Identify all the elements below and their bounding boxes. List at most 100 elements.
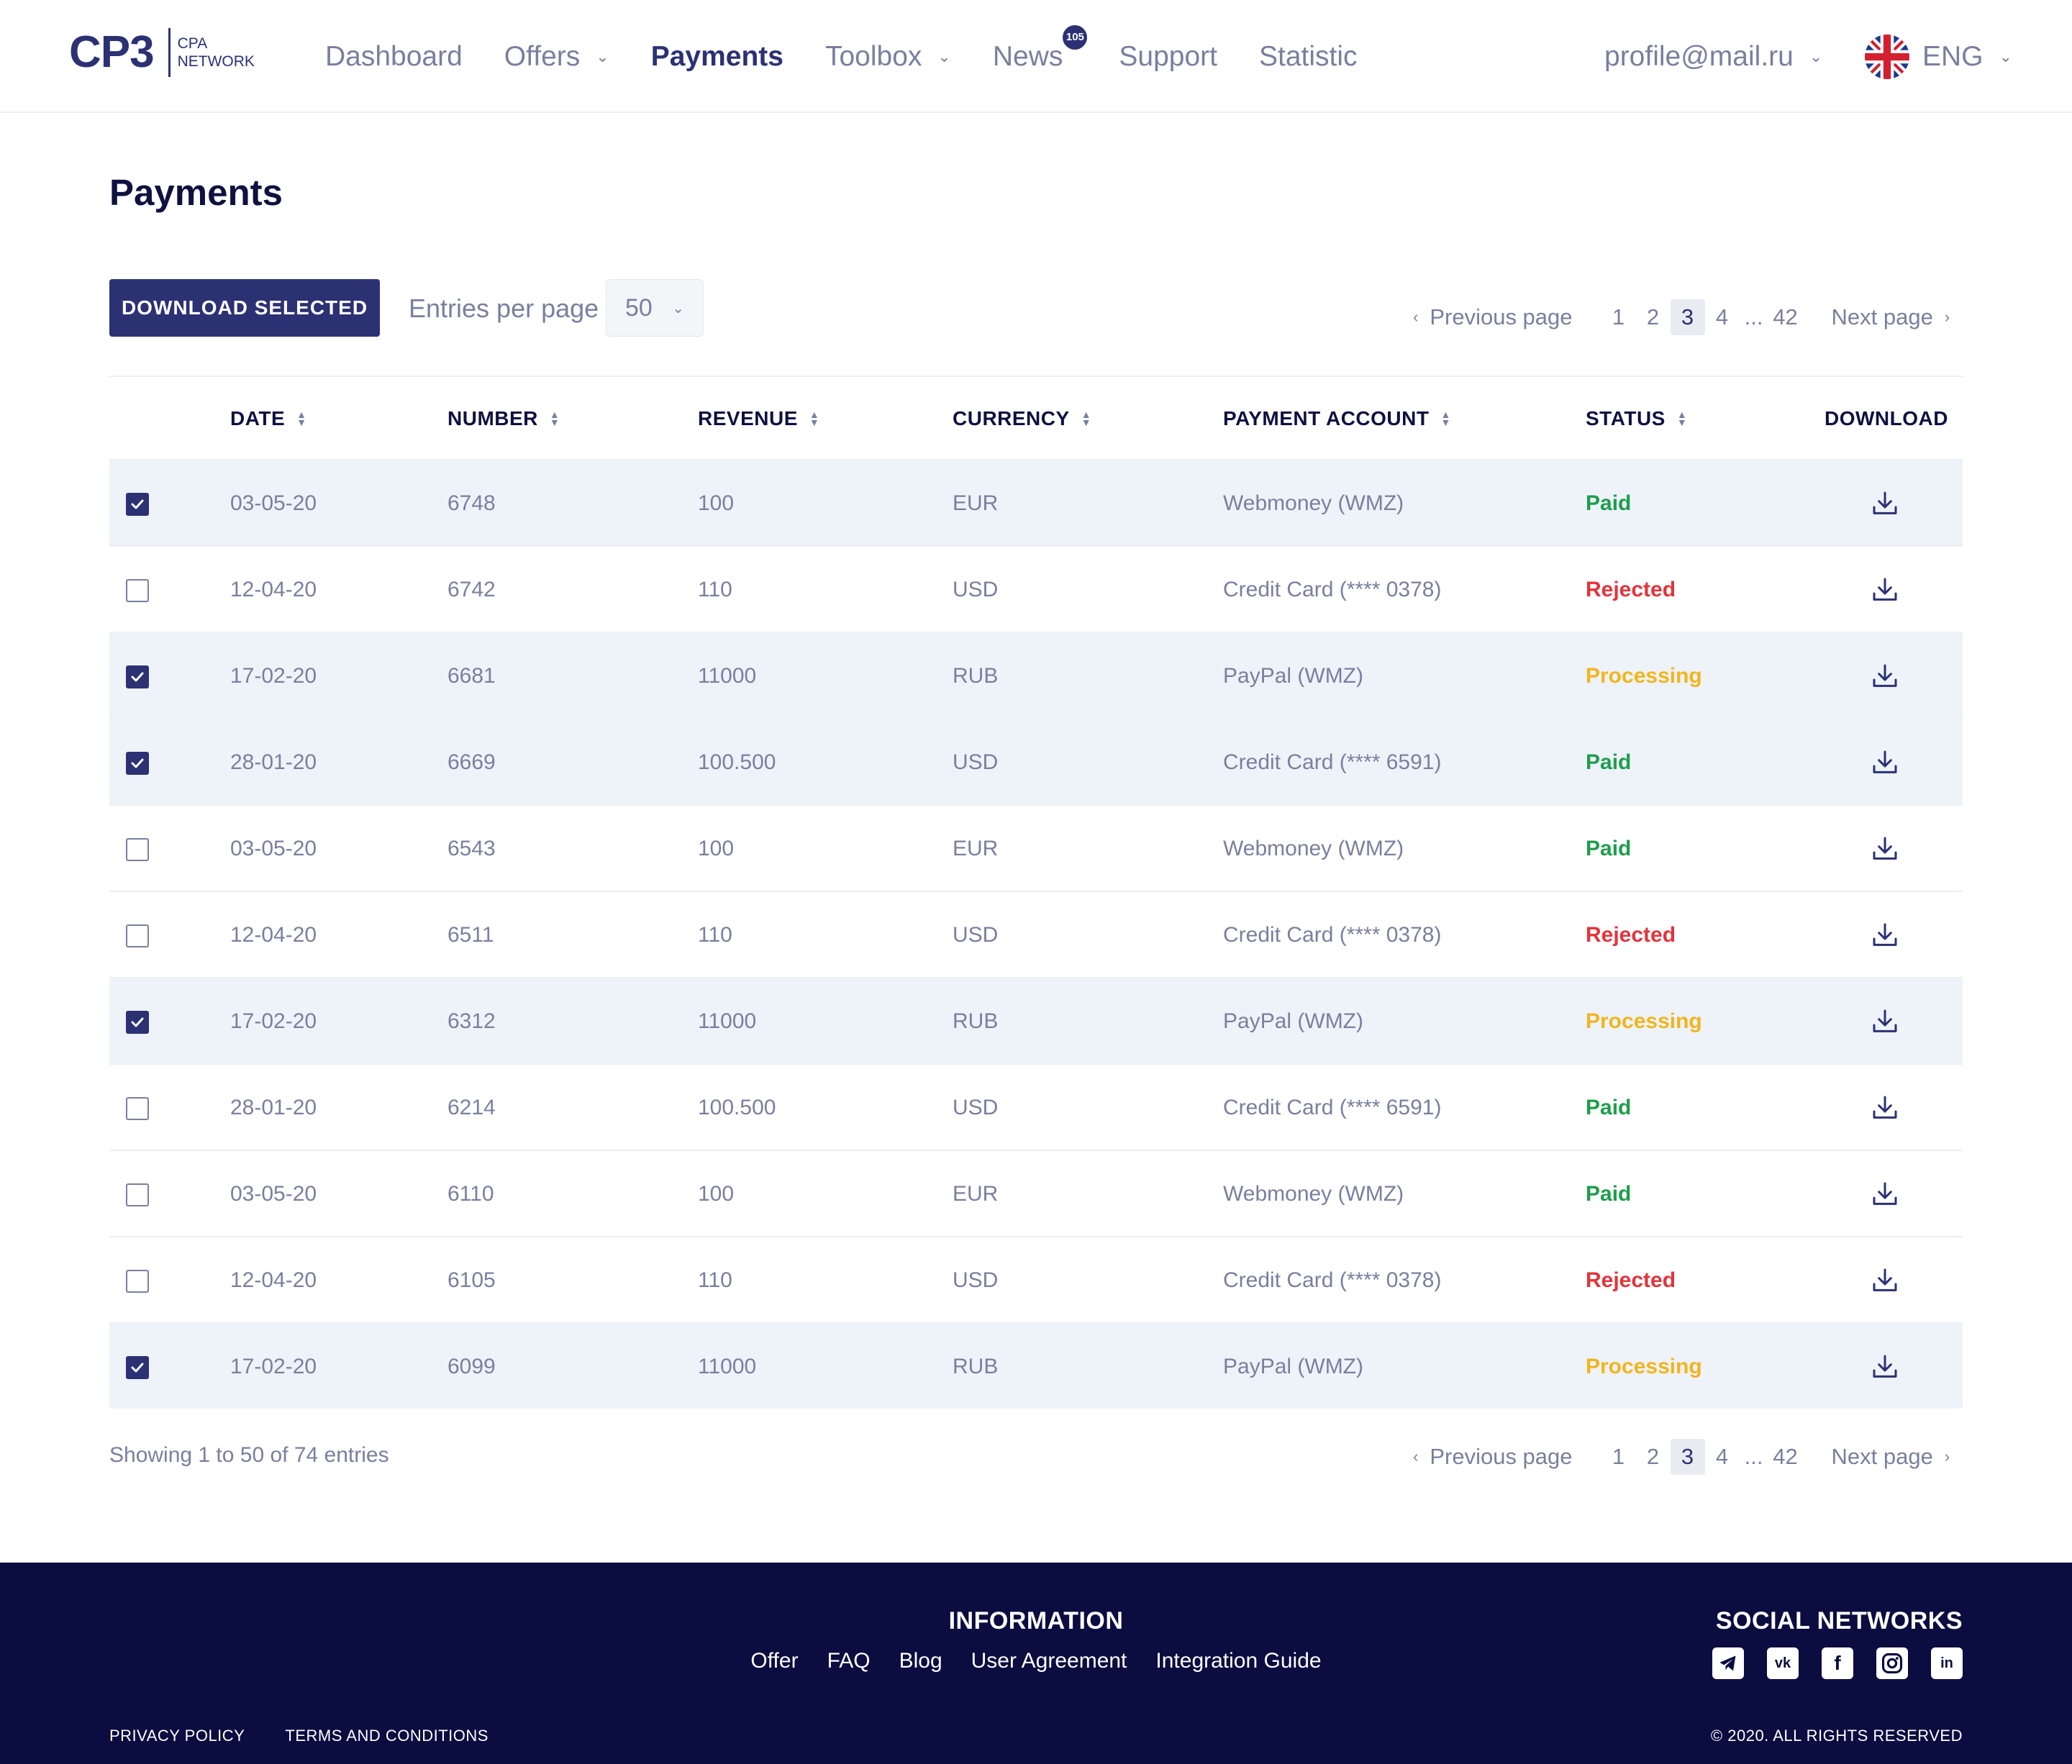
page-ellipsis: ... (1744, 304, 1763, 329)
nav-news-label: News (992, 40, 1063, 72)
download-icon[interactable] (1871, 921, 1899, 950)
chevron-left-icon: ‹ (1413, 308, 1419, 326)
page-link-1[interactable]: 1 (1612, 1444, 1625, 1469)
row-checkbox[interactable] (126, 752, 149, 775)
nav-statistic-label: Statistic (1259, 40, 1358, 72)
column-header-currency-label: CURRENCY (953, 407, 1070, 429)
logo[interactable]: CP3 CPA NETWORK (69, 27, 255, 78)
download-icon[interactable] (1871, 1266, 1899, 1295)
terms-and-conditions-link[interactable]: TERMS AND CONDITIONS (285, 1727, 489, 1745)
column-header-currency[interactable]: CURRENCY ▲ ▼ (953, 377, 1091, 460)
page-link-last[interactable]: 42 (1773, 304, 1798, 329)
row-checkbox[interactable] (126, 579, 149, 602)
column-header-payment-account[interactable]: PAYMENT ACCOUNT ▲ ▼ (1223, 377, 1451, 460)
page-link-3-current[interactable]: 3 (1670, 299, 1705, 335)
download-icon[interactable] (1871, 662, 1899, 691)
sort-icon: ▲ ▼ (1440, 409, 1451, 428)
logo-mark: CP3 (69, 27, 155, 77)
previous-page-link[interactable]: ‹ Previous page (1413, 304, 1573, 330)
nav-payments[interactable]: Payments (651, 41, 783, 73)
nav-dashboard[interactable]: Dashboard (325, 41, 463, 73)
row-checkbox[interactable] (126, 838, 149, 861)
profile-menu[interactable]: profile@mail.ru ⌄ (1604, 0, 1822, 113)
download-selected-button[interactable]: DOWNLOAD SELECTED (109, 279, 380, 337)
page-link-2[interactable]: 2 (1646, 304, 1660, 329)
page-link-1[interactable]: 1 (1612, 304, 1625, 329)
page-link-4[interactable]: 4 (1715, 304, 1729, 329)
entries-per-page-label: Entries per page (409, 294, 599, 323)
row-checkbox[interactable] (126, 1097, 149, 1120)
entries-per-page-select[interactable]: 50 ⌄ (606, 279, 704, 337)
previous-page-label: Previous page (1430, 304, 1573, 329)
language-selector[interactable]: ENG ⌄ (1865, 0, 2012, 113)
page-link-4[interactable]: 4 (1715, 1444, 1729, 1469)
previous-page-link[interactable]: ‹ Previous page (1413, 1444, 1573, 1470)
vk-icon[interactable]: vk (1767, 1647, 1799, 1679)
status-badge: Paid (1586, 837, 1632, 860)
table-row: 28-01-20 6669 100.500 USD Credit Card (**** … (109, 718, 1963, 804)
linkedin-icon[interactable]: in (1931, 1647, 1963, 1679)
row-checkbox[interactable] (126, 1011, 149, 1034)
page-title: Payments (109, 172, 283, 213)
table-row: 12-04-20 6511 110 USD Credit Card (**** 0378… (109, 891, 1963, 977)
footer-link-faq[interactable]: FAQ (827, 1649, 871, 1673)
status-badge: Rejected (1586, 1268, 1676, 1292)
chevron-down-icon: ⌄ (672, 300, 684, 317)
download-icon[interactable] (1871, 1094, 1899, 1122)
footer-legal-links: PRIVACY POLICY TERMS AND CONDITIONS (109, 1727, 529, 1745)
download-icon[interactable] (1871, 1007, 1899, 1036)
next-page-link[interactable]: Next page › (1832, 304, 1950, 330)
sort-icon: ▲ ▼ (1081, 409, 1092, 428)
row-checkbox[interactable] (126, 493, 149, 516)
cell-revenue: 100 (698, 1182, 735, 1206)
page-link-last[interactable]: 42 (1773, 1444, 1798, 1469)
page-link-2[interactable]: 2 (1646, 1444, 1660, 1469)
page-link-3-current[interactable]: 3 (1670, 1439, 1705, 1475)
footer-link-offer[interactable]: Offer (750, 1649, 799, 1673)
download-icon[interactable] (1871, 1180, 1899, 1209)
row-checkbox[interactable] (126, 924, 149, 947)
nav-news[interactable]: News 105 (992, 24, 1088, 73)
row-checkbox[interactable] (126, 1183, 149, 1206)
facebook-icon[interactable]: f (1822, 1647, 1853, 1679)
checkmark-icon (129, 668, 146, 686)
footer-link-integration-guide[interactable]: Integration Guide (1155, 1649, 1322, 1673)
nav-toolbox[interactable]: Toolbox ⌄ (825, 41, 951, 73)
column-header-date[interactable]: DATE ▲ ▼ (230, 377, 307, 460)
cell-revenue: 100.500 (698, 750, 776, 774)
next-page-label: Next page (1831, 304, 1933, 329)
column-header-number[interactable]: NUMBER ▲ ▼ (447, 377, 560, 460)
row-checkbox[interactable] (126, 665, 149, 688)
footer-link-blog[interactable]: Blog (899, 1649, 942, 1673)
cell-number: 6099 (447, 1355, 496, 1378)
payments-table: DATE ▲ ▼ NUMBER ▲ ▼ REVENUE ▲ ▼ CURRENCY ▲ ▼… (109, 376, 1963, 1409)
download-icon[interactable] (1871, 835, 1899, 863)
status-badge: Paid (1586, 491, 1632, 515)
column-header-status[interactable]: STATUS ▲ ▼ (1586, 377, 1687, 460)
cell-number: 6312 (447, 1009, 496, 1033)
next-page-link[interactable]: Next page › (1832, 1444, 1950, 1470)
cell-date: 12-04-20 (230, 1268, 317, 1292)
nav-support-label: Support (1119, 40, 1217, 72)
nav-statistic[interactable]: Statistic (1259, 41, 1358, 73)
download-icon[interactable] (1871, 1352, 1899, 1381)
footer-link-user-agreement[interactable]: User Agreement (971, 1649, 1127, 1673)
telegram-icon[interactable] (1712, 1647, 1744, 1679)
download-icon[interactable] (1871, 489, 1899, 518)
instagram-icon[interactable] (1876, 1647, 1908, 1679)
column-header-revenue[interactable]: REVENUE ▲ ▼ (698, 377, 819, 460)
table-row: 17-02-20 6099 11000 RUB PayPal (WMZ) Processi… (109, 1322, 1963, 1409)
chevron-down-icon: ⌄ (937, 47, 951, 65)
row-checkbox[interactable] (126, 1270, 149, 1293)
privacy-policy-link[interactable]: PRIVACY POLICY (109, 1727, 245, 1745)
cell-currency: EUR (953, 491, 999, 515)
chevron-down-icon: ⌄ (1999, 47, 2012, 65)
nav-support[interactable]: Support (1119, 41, 1217, 73)
logo-subtitle-line1: CPA (177, 35, 208, 52)
download-icon[interactable] (1871, 748, 1899, 777)
row-checkbox[interactable] (126, 1356, 149, 1379)
nav-dashboard-label: Dashboard (325, 40, 463, 72)
cell-date: 03-05-20 (230, 491, 317, 515)
download-icon[interactable] (1871, 576, 1899, 604)
nav-offers[interactable]: Offers ⌄ (504, 41, 609, 73)
